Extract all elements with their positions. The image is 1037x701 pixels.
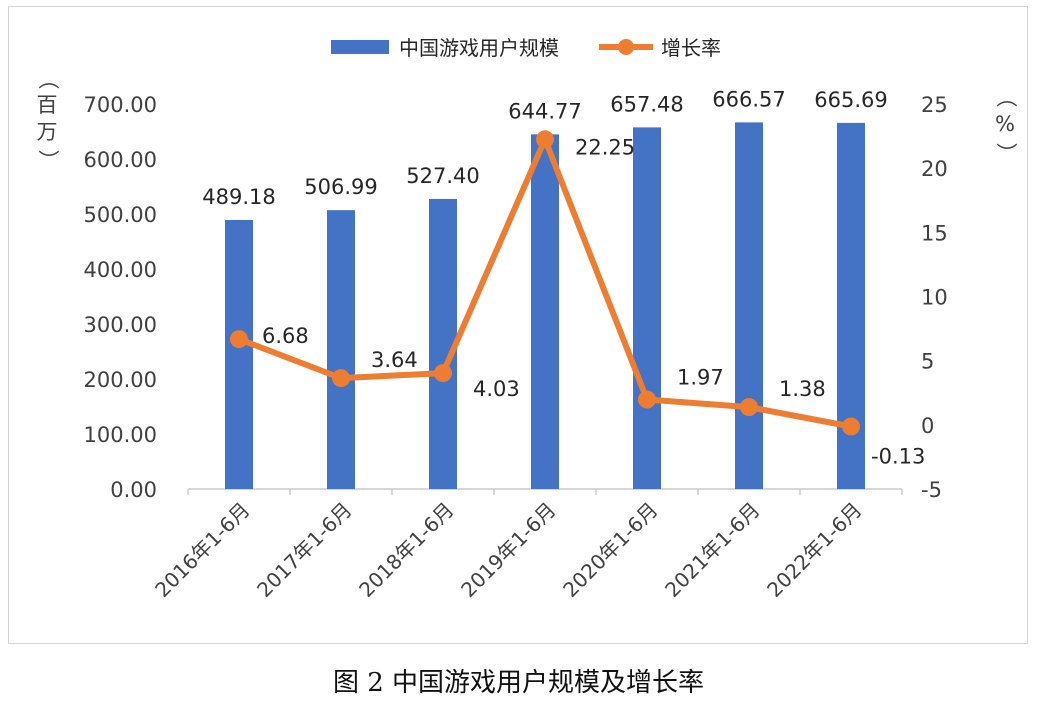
y-left-axis-label: 万 <box>37 120 58 144</box>
bar-data-label: 506.99 <box>304 175 377 199</box>
y-left-tick-label: 300.00 <box>84 313 157 337</box>
bar-data-label: 657.48 <box>610 92 683 116</box>
x-category-label: 2016年1-6月 <box>150 498 254 602</box>
x-category-label: 2021年1-6月 <box>660 498 764 602</box>
y-left-axis-label: 百 <box>37 93 58 117</box>
growth-rate-point <box>332 369 350 388</box>
legend-bar-label: 中国游戏用户规模 <box>399 36 559 60</box>
legend-bar-swatch <box>331 40 389 54</box>
y-left-tick-label: 500.00 <box>84 203 157 227</box>
bar-user-scale <box>735 122 763 489</box>
x-category-label: 2022年1-6月 <box>762 498 866 602</box>
growth-rate-point <box>536 130 554 149</box>
bar-data-label: 666.57 <box>712 87 785 111</box>
chart-frame: 0.00 100.00 200.00 300.00 400.00 500.00 600.00… <box>8 6 1028 644</box>
y-left-tick-label: 0.00 <box>110 478 157 502</box>
y-left-tick-label: 600.00 <box>84 148 157 172</box>
y-right-axis-label: % <box>995 112 1015 136</box>
y-left-tick-label: 200.00 <box>84 368 157 392</box>
caption-num: 2 <box>367 668 384 698</box>
figure-caption: 图 2 中国游戏用户规模及增长率 <box>0 662 1037 699</box>
y-right-tick-label: 25 <box>921 93 948 117</box>
growth-rate-point <box>230 330 248 349</box>
line-data-label: 3.64 <box>371 348 418 372</box>
y-left-tick-label: 100.00 <box>84 423 157 447</box>
line-data-label: 4.03 <box>473 377 520 401</box>
y-right-axis-label: （ <box>994 87 1018 108</box>
bar-data-label: 644.77 <box>508 99 581 123</box>
bar-user-scale <box>327 210 355 489</box>
line-data-label: 1.38 <box>779 377 826 401</box>
y-right-tick-label: 5 <box>921 350 934 374</box>
legend-line-label: 增长率 <box>661 36 721 60</box>
bar-user-scale <box>429 198 457 489</box>
line-data-label: 22.25 <box>575 135 635 159</box>
y-left-axis-label: （ <box>36 69 60 90</box>
y-right-tick-label: -5 <box>921 478 942 502</box>
x-category-label: 2020年1-6月 <box>558 498 662 602</box>
y-left-tick-label: 700.00 <box>84 93 157 117</box>
line-data-label: -0.13 <box>871 445 925 469</box>
bar-user-scale <box>225 219 253 490</box>
growth-rate-point <box>740 398 758 417</box>
line-data-label: 1.97 <box>677 366 724 390</box>
y-right-tick-label: 20 <box>921 157 948 181</box>
x-category-label: 2017年1-6月 <box>252 498 356 602</box>
y-right-tick-label: 15 <box>921 221 948 245</box>
caption-fig: 图 <box>332 668 359 698</box>
growth-rate-point <box>842 417 860 436</box>
chart-svg: 0.00 100.00 200.00 300.00 400.00 500.00 600.00… <box>36 36 1018 602</box>
y-left-tick-label: 400.00 <box>84 258 157 282</box>
legend-line-marker <box>618 39 634 55</box>
caption-text: 中国游戏用户规模及增长率 <box>392 668 705 698</box>
y-right-axis-label: ） <box>994 143 1018 164</box>
bar-user-scale <box>531 134 559 489</box>
y-right-tick-label: 10 <box>921 286 948 310</box>
x-category-label: 2019年1-6月 <box>456 498 560 602</box>
line-data-label: 6.68 <box>262 324 309 348</box>
y-left-axis-label: ） <box>36 150 60 171</box>
bar-data-label: 665.69 <box>814 88 887 112</box>
y-right-tick-label: 0 <box>921 414 934 438</box>
bar-user-scale <box>633 127 661 490</box>
x-category-label: 2018年1-6月 <box>354 498 458 602</box>
growth-rate-point <box>638 390 656 409</box>
bar-data-label: 489.18 <box>202 185 275 209</box>
bar-data-label: 527.40 <box>406 164 479 188</box>
growth-rate-point <box>434 364 452 383</box>
